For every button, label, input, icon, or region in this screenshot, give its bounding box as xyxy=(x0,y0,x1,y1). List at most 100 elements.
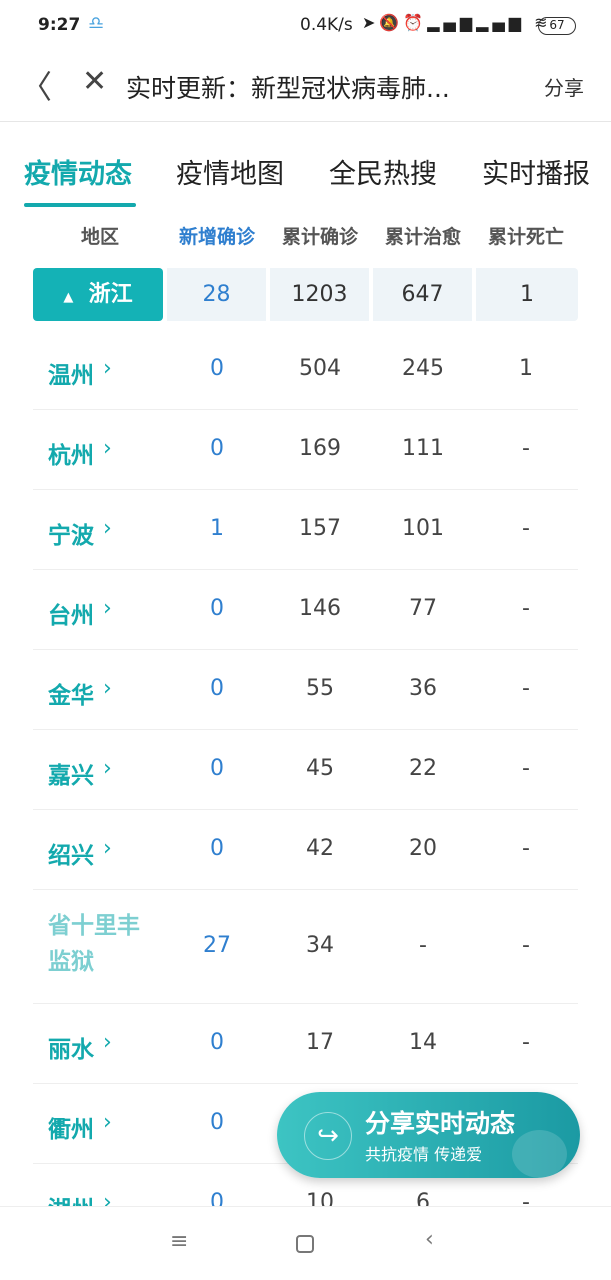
table-header: 地区 新增确诊 累计确诊 累计治愈 累计死亡 xyxy=(0,210,611,255)
share-arrow-icon: ↪ xyxy=(304,1112,352,1160)
city-cured: 101 xyxy=(402,516,444,541)
tab-bar: 疫情动态 疫情地图 全民热搜 实时播报 xyxy=(0,122,611,210)
city-new: 0 xyxy=(210,436,224,461)
city-name[interactable]: 绍兴 xyxy=(48,843,94,869)
status-bar: 9:27 ♎ 0.4K/s ➤🔕⏰▂▄▆▂▄▆ ≋ 67 xyxy=(0,0,611,52)
header-cured[interactable]: 累计治愈 xyxy=(384,226,461,248)
share-title: 分享实时动态 xyxy=(365,1109,516,1138)
city-dead: - xyxy=(522,933,530,958)
city-row[interactable]: 杭州 › 0 169 111 - xyxy=(33,410,578,490)
share-link[interactable]: 分享 xyxy=(544,76,584,100)
active-tab-indicator xyxy=(24,203,136,207)
tab-epidemic-news[interactable]: 疫情动态 xyxy=(24,159,132,190)
city-cured: 77 xyxy=(409,596,437,621)
city-dead: - xyxy=(522,436,530,461)
city-row[interactable]: 宁波 › 1 157 101 - xyxy=(33,490,578,570)
city-dead: - xyxy=(522,756,530,781)
chevron-right-icon: › xyxy=(103,516,112,541)
city-name[interactable]: 台州 xyxy=(48,603,94,629)
province-name-cell[interactable]: ▲ 浙江 xyxy=(33,268,163,321)
close-icon[interactable]: ✕ xyxy=(82,64,108,99)
city-name[interactable]: 杭州 xyxy=(48,443,94,469)
city-total: 42 xyxy=(306,836,334,861)
header-new[interactable]: 新增确诊 xyxy=(178,226,255,248)
chevron-right-icon: › xyxy=(103,596,112,621)
city-total: 504 xyxy=(299,356,341,381)
province-new: 28 xyxy=(167,268,266,321)
chevron-right-icon: › xyxy=(103,1190,112,1215)
city-new: 0 xyxy=(210,1030,224,1055)
nav-bar: 〈 ✕ 实时更新：新型冠状病毒肺... 分享 xyxy=(0,52,611,122)
city-dead: - xyxy=(522,1030,530,1055)
city-name[interactable]: 宁波 xyxy=(48,523,94,549)
back-icon[interactable]: 〈 xyxy=(20,68,53,106)
system-nav-bar: ≡ ‹ xyxy=(0,1206,611,1280)
chevron-right-icon: › xyxy=(103,1110,112,1135)
city-name[interactable]: 金华 xyxy=(48,683,94,709)
status-icons: ➤🔕⏰▂▄▆▂▄▆ ≋ xyxy=(362,13,552,32)
city-row[interactable]: 台州 › 0 146 77 - xyxy=(33,570,578,650)
chevron-right-icon: › xyxy=(103,756,112,781)
home-icon[interactable] xyxy=(296,1235,314,1253)
city-cured: 36 xyxy=(409,676,437,701)
qq-icon: ♎ xyxy=(88,13,105,34)
city-new: 0 xyxy=(210,676,224,701)
city-new: 0 xyxy=(210,596,224,621)
city-dead: - xyxy=(522,596,530,621)
city-row[interactable]: 丽水 › 0 17 14 - xyxy=(33,1004,578,1084)
chevron-right-icon: › xyxy=(103,1030,112,1055)
chevron-right-icon: › xyxy=(103,676,112,701)
city-name[interactable]: 丽水 xyxy=(48,1037,94,1063)
network-speed: 0.4K/s xyxy=(300,15,353,35)
share-live-button[interactable]: ↪ 分享实时动态 共抗疫情 传递爱 xyxy=(277,1092,580,1178)
collapse-icon: ▲ xyxy=(63,290,74,305)
city-name[interactable]: 温州 xyxy=(48,363,94,389)
bubble-decoration xyxy=(512,1130,567,1178)
chevron-right-icon: › xyxy=(103,836,112,861)
chevron-right-icon: › xyxy=(103,436,112,461)
city-cured: 20 xyxy=(409,836,437,861)
header-region: 地区 xyxy=(80,226,119,248)
province-name: 浙江 xyxy=(88,282,133,307)
menu-icon[interactable]: ≡ xyxy=(170,1229,189,1254)
city-total: 17 xyxy=(306,1030,334,1055)
city-row[interactable]: 温州 › 0 504 245 1 xyxy=(33,330,578,410)
city-dead: - xyxy=(522,676,530,701)
city-row[interactable]: 绍兴 › 0 42 20 - xyxy=(33,810,578,890)
city-new: 0 xyxy=(210,756,224,781)
battery-icon: 67 xyxy=(538,17,576,35)
city-cured: - xyxy=(419,933,427,958)
tab-hot-search[interactable]: 全民热搜 xyxy=(329,159,437,190)
city-name[interactable]: 省十里丰监狱 xyxy=(48,913,140,975)
city-cured: 245 xyxy=(402,356,444,381)
header-total[interactable]: 累计确诊 xyxy=(281,226,358,248)
city-new: 0 xyxy=(210,836,224,861)
city-row[interactable]: 金华 › 0 55 36 - xyxy=(33,650,578,730)
city-total: 169 xyxy=(299,436,341,461)
tab-live[interactable]: 实时播报 xyxy=(482,159,590,190)
city-name[interactable]: 嘉兴 xyxy=(48,763,94,789)
city-dead: - xyxy=(522,516,530,541)
back-nav-icon[interactable]: ‹ xyxy=(425,1227,434,1252)
city-new: 0 xyxy=(210,1110,224,1135)
clock: 9:27 xyxy=(38,15,81,35)
tab-epidemic-map[interactable]: 疫情地图 xyxy=(176,159,284,190)
province-row[interactable]: ▲ 浙江 28 1203 647 1 xyxy=(33,268,578,321)
city-new: 1 xyxy=(210,516,224,541)
city-total: 157 xyxy=(299,516,341,541)
share-subtitle: 共抗疫情 传递爱 xyxy=(365,1145,483,1164)
province-cured: 647 xyxy=(373,268,472,321)
city-cured: 22 xyxy=(409,756,437,781)
chevron-right-icon: › xyxy=(103,356,112,381)
city-row[interactable]: 省十里丰监狱 27 34 - - xyxy=(33,890,578,1004)
header-dead[interactable]: 累计死亡 xyxy=(487,226,564,248)
city-dead: - xyxy=(522,836,530,861)
city-total: 34 xyxy=(306,933,334,958)
city-total: 45 xyxy=(306,756,334,781)
page-title: 实时更新：新型冠状病毒肺... xyxy=(126,74,450,103)
city-name[interactable]: 衢州 xyxy=(48,1117,94,1143)
city-total: 146 xyxy=(299,596,341,621)
city-cured: 14 xyxy=(409,1030,437,1055)
city-dead: 1 xyxy=(519,356,533,381)
city-row[interactable]: 嘉兴 › 0 45 22 - xyxy=(33,730,578,810)
